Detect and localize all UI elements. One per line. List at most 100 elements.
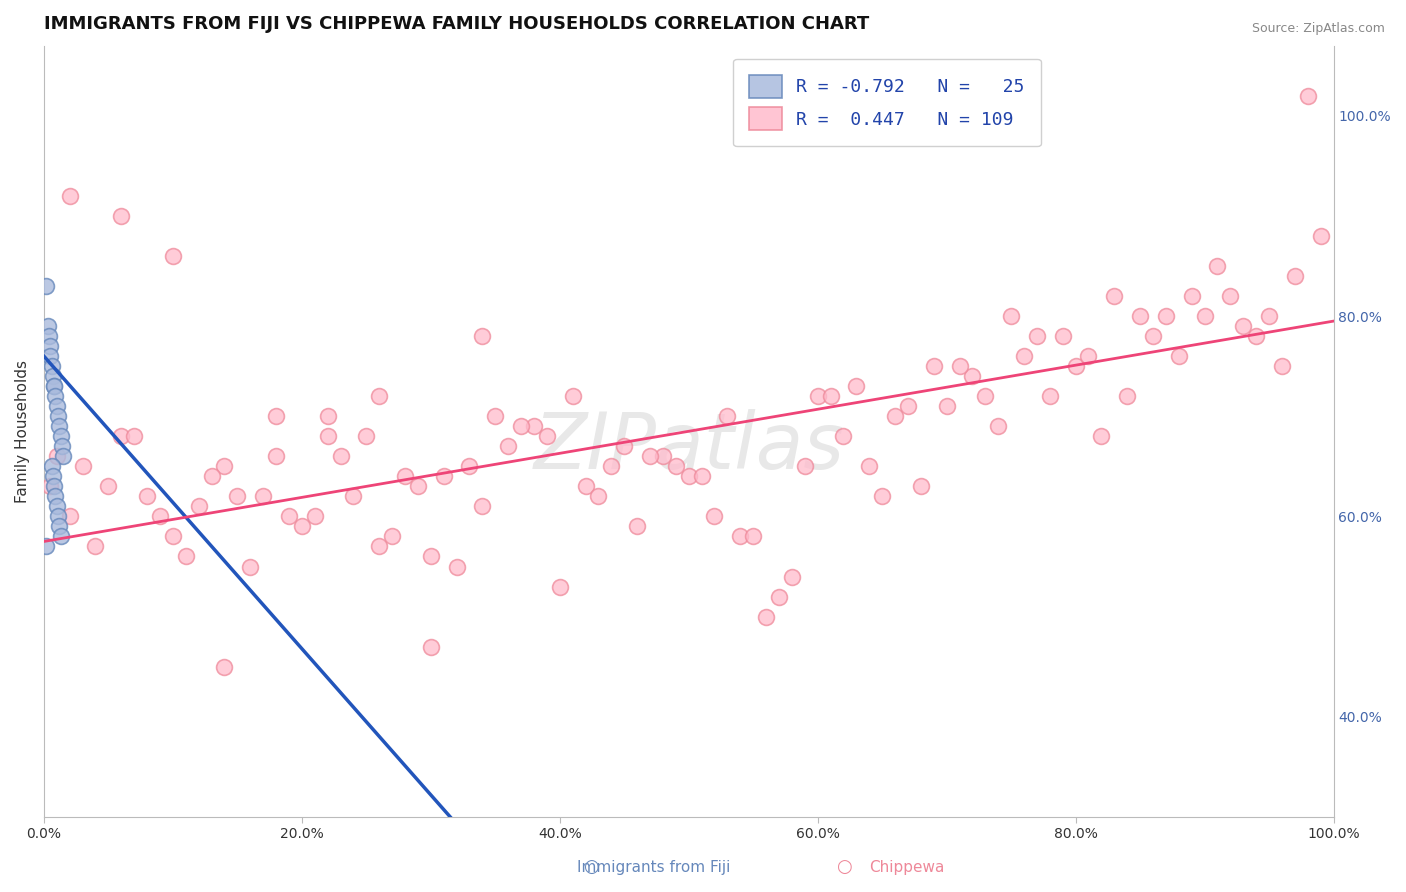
Point bbox=[174, 549, 197, 564]
Point bbox=[252, 489, 274, 503]
Point bbox=[226, 489, 249, 503]
Point bbox=[1284, 268, 1306, 283]
Point bbox=[638, 450, 661, 464]
Point bbox=[1154, 309, 1177, 323]
Point bbox=[49, 429, 72, 443]
Point bbox=[496, 439, 519, 453]
Point bbox=[716, 409, 738, 424]
Text: IMMIGRANTS FROM FIJI VS CHIPPEWA FAMILY HOUSEHOLDS CORRELATION CHART: IMMIGRANTS FROM FIJI VS CHIPPEWA FAMILY … bbox=[44, 15, 869, 33]
Point bbox=[52, 450, 75, 464]
Point bbox=[910, 479, 932, 493]
Point bbox=[832, 429, 855, 443]
Point bbox=[239, 559, 262, 574]
Point bbox=[678, 469, 700, 483]
Point bbox=[1219, 289, 1241, 303]
Point bbox=[870, 489, 893, 503]
Point bbox=[97, 479, 120, 493]
Text: Immigrants from Fiji: Immigrants from Fiji bbox=[576, 861, 731, 875]
Point bbox=[1271, 359, 1294, 374]
Point bbox=[690, 469, 713, 483]
Point bbox=[1090, 429, 1112, 443]
Point bbox=[44, 379, 66, 393]
Point bbox=[264, 450, 287, 464]
Point bbox=[1206, 259, 1229, 273]
Point bbox=[1309, 229, 1331, 244]
Point bbox=[1000, 309, 1022, 323]
Point bbox=[214, 659, 236, 673]
Point bbox=[162, 529, 184, 543]
Point bbox=[45, 450, 67, 464]
Point bbox=[162, 249, 184, 263]
Point bbox=[884, 409, 907, 424]
Point bbox=[510, 419, 533, 434]
Point bbox=[1012, 349, 1035, 363]
Point bbox=[845, 379, 868, 393]
Point bbox=[446, 559, 468, 574]
Point bbox=[600, 459, 623, 474]
Point bbox=[730, 529, 752, 543]
Point bbox=[394, 469, 416, 483]
Point bbox=[136, 489, 159, 503]
Point bbox=[59, 509, 82, 524]
Legend: R = -0.792   N =   25, R =  0.447   N = 109: R = -0.792 N = 25, R = 0.447 N = 109 bbox=[733, 59, 1040, 146]
Point bbox=[858, 459, 880, 474]
Point bbox=[820, 389, 842, 403]
Point bbox=[51, 439, 73, 453]
Point bbox=[419, 640, 441, 654]
Point bbox=[588, 489, 610, 503]
Point bbox=[433, 469, 456, 483]
Point bbox=[768, 590, 790, 604]
Point bbox=[35, 279, 58, 293]
Point bbox=[665, 459, 688, 474]
Point bbox=[1052, 329, 1074, 343]
Point bbox=[44, 489, 66, 503]
Y-axis label: Family Households: Family Households bbox=[15, 359, 30, 503]
Point bbox=[962, 369, 984, 384]
Point bbox=[974, 389, 997, 403]
Point bbox=[48, 519, 70, 533]
Point bbox=[200, 469, 222, 483]
Text: ○: ○ bbox=[835, 858, 852, 876]
Point bbox=[381, 529, 404, 543]
Point bbox=[935, 399, 957, 413]
Point bbox=[703, 509, 725, 524]
Point bbox=[574, 479, 596, 493]
Point bbox=[807, 389, 830, 403]
Point bbox=[548, 580, 571, 594]
Point bbox=[187, 500, 209, 514]
Point bbox=[46, 409, 69, 424]
Point bbox=[45, 399, 67, 413]
Point bbox=[948, 359, 970, 374]
Point bbox=[39, 479, 62, 493]
Point bbox=[1194, 309, 1216, 323]
Point bbox=[897, 399, 920, 413]
Point bbox=[49, 529, 72, 543]
Point bbox=[59, 189, 82, 203]
Point bbox=[755, 609, 778, 624]
Point bbox=[291, 519, 314, 533]
Point bbox=[214, 459, 236, 474]
Point bbox=[742, 529, 765, 543]
Point bbox=[342, 489, 364, 503]
Point bbox=[39, 349, 62, 363]
Point bbox=[41, 459, 63, 474]
Point bbox=[316, 409, 339, 424]
Point bbox=[1181, 289, 1204, 303]
Point bbox=[368, 540, 391, 554]
Point bbox=[613, 439, 636, 453]
Point bbox=[1142, 329, 1164, 343]
Point bbox=[264, 409, 287, 424]
Point bbox=[110, 429, 132, 443]
Point bbox=[122, 429, 145, 443]
Point bbox=[149, 509, 172, 524]
Point bbox=[37, 319, 59, 334]
Point bbox=[471, 329, 494, 343]
Point bbox=[780, 569, 803, 583]
Point bbox=[42, 369, 65, 384]
Text: ZIPatlas: ZIPatlas bbox=[533, 409, 844, 484]
Point bbox=[277, 509, 299, 524]
Point bbox=[45, 500, 67, 514]
Point bbox=[48, 419, 70, 434]
Point bbox=[38, 329, 60, 343]
Point bbox=[35, 540, 58, 554]
